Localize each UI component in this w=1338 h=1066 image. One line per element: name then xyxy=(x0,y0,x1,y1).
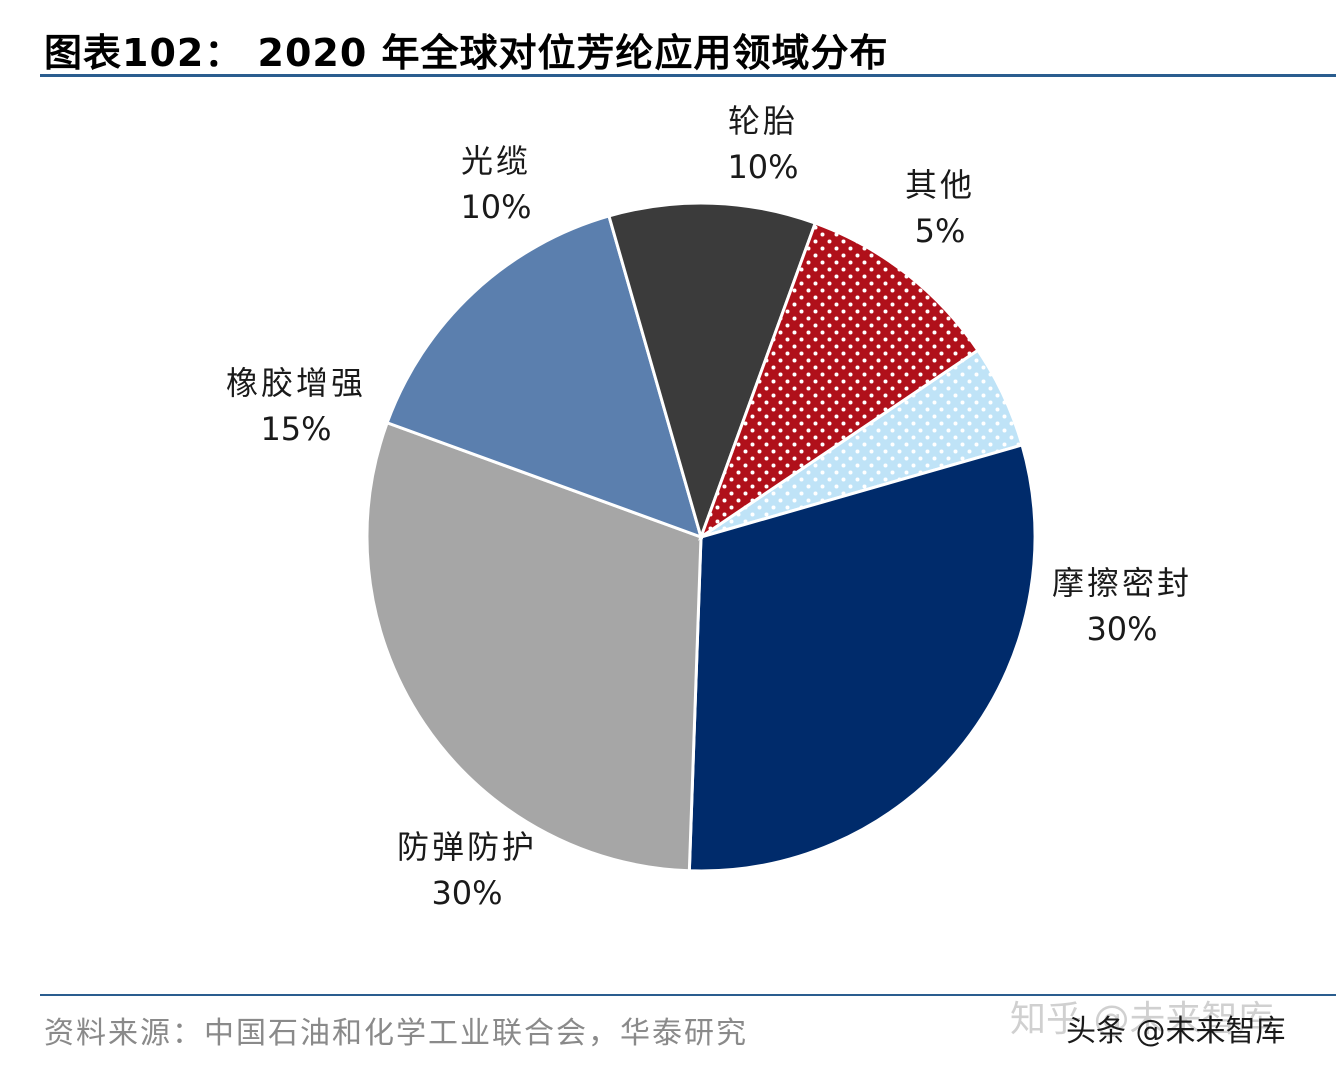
slice-value-label-2: 30% xyxy=(431,874,502,912)
watermark-front: 头条 @未来智库 xyxy=(1066,1014,1286,1049)
slice-label-3: 橡胶增强 xyxy=(226,364,366,402)
pie-slice-3 xyxy=(385,214,704,540)
slice-value-label-4: 10% xyxy=(460,188,531,226)
footer-rule xyxy=(40,994,1336,996)
pie-slice-4 xyxy=(607,201,818,542)
slice-value-label-0: 5% xyxy=(915,212,966,250)
slice-label-4: 光缆 xyxy=(461,142,531,180)
title-rule xyxy=(40,74,1336,77)
pie-chart: 其他 5% 摩擦密封 30% 防弹防护 30% 橡胶增强 15% 光缆 10% 轮胎 10% xyxy=(226,102,1192,912)
slice-label-5: 轮胎 xyxy=(728,102,798,140)
slice-label-2: 防弹防护 xyxy=(397,828,537,866)
source-note: 资料来源：中国石油和化学工业联合会，华泰研究 xyxy=(44,1016,748,1051)
slice-label-0: 其他 xyxy=(905,166,975,204)
pie-slice-5 xyxy=(698,221,980,541)
chart-title: 图表102： 2020 年全球对位芳纶应用领域分布 xyxy=(44,31,889,75)
slice-value-label-5: 10% xyxy=(727,148,798,186)
pie-slice-1 xyxy=(687,443,1037,873)
pie-slice-2 xyxy=(365,420,703,873)
slice-label-1: 摩擦密封 xyxy=(1052,564,1192,602)
watermark-back: 知乎 @未来智库 xyxy=(1010,999,1274,1040)
slice-value-label-3: 15% xyxy=(260,410,331,448)
slice-value-label-1: 30% xyxy=(1086,610,1157,648)
